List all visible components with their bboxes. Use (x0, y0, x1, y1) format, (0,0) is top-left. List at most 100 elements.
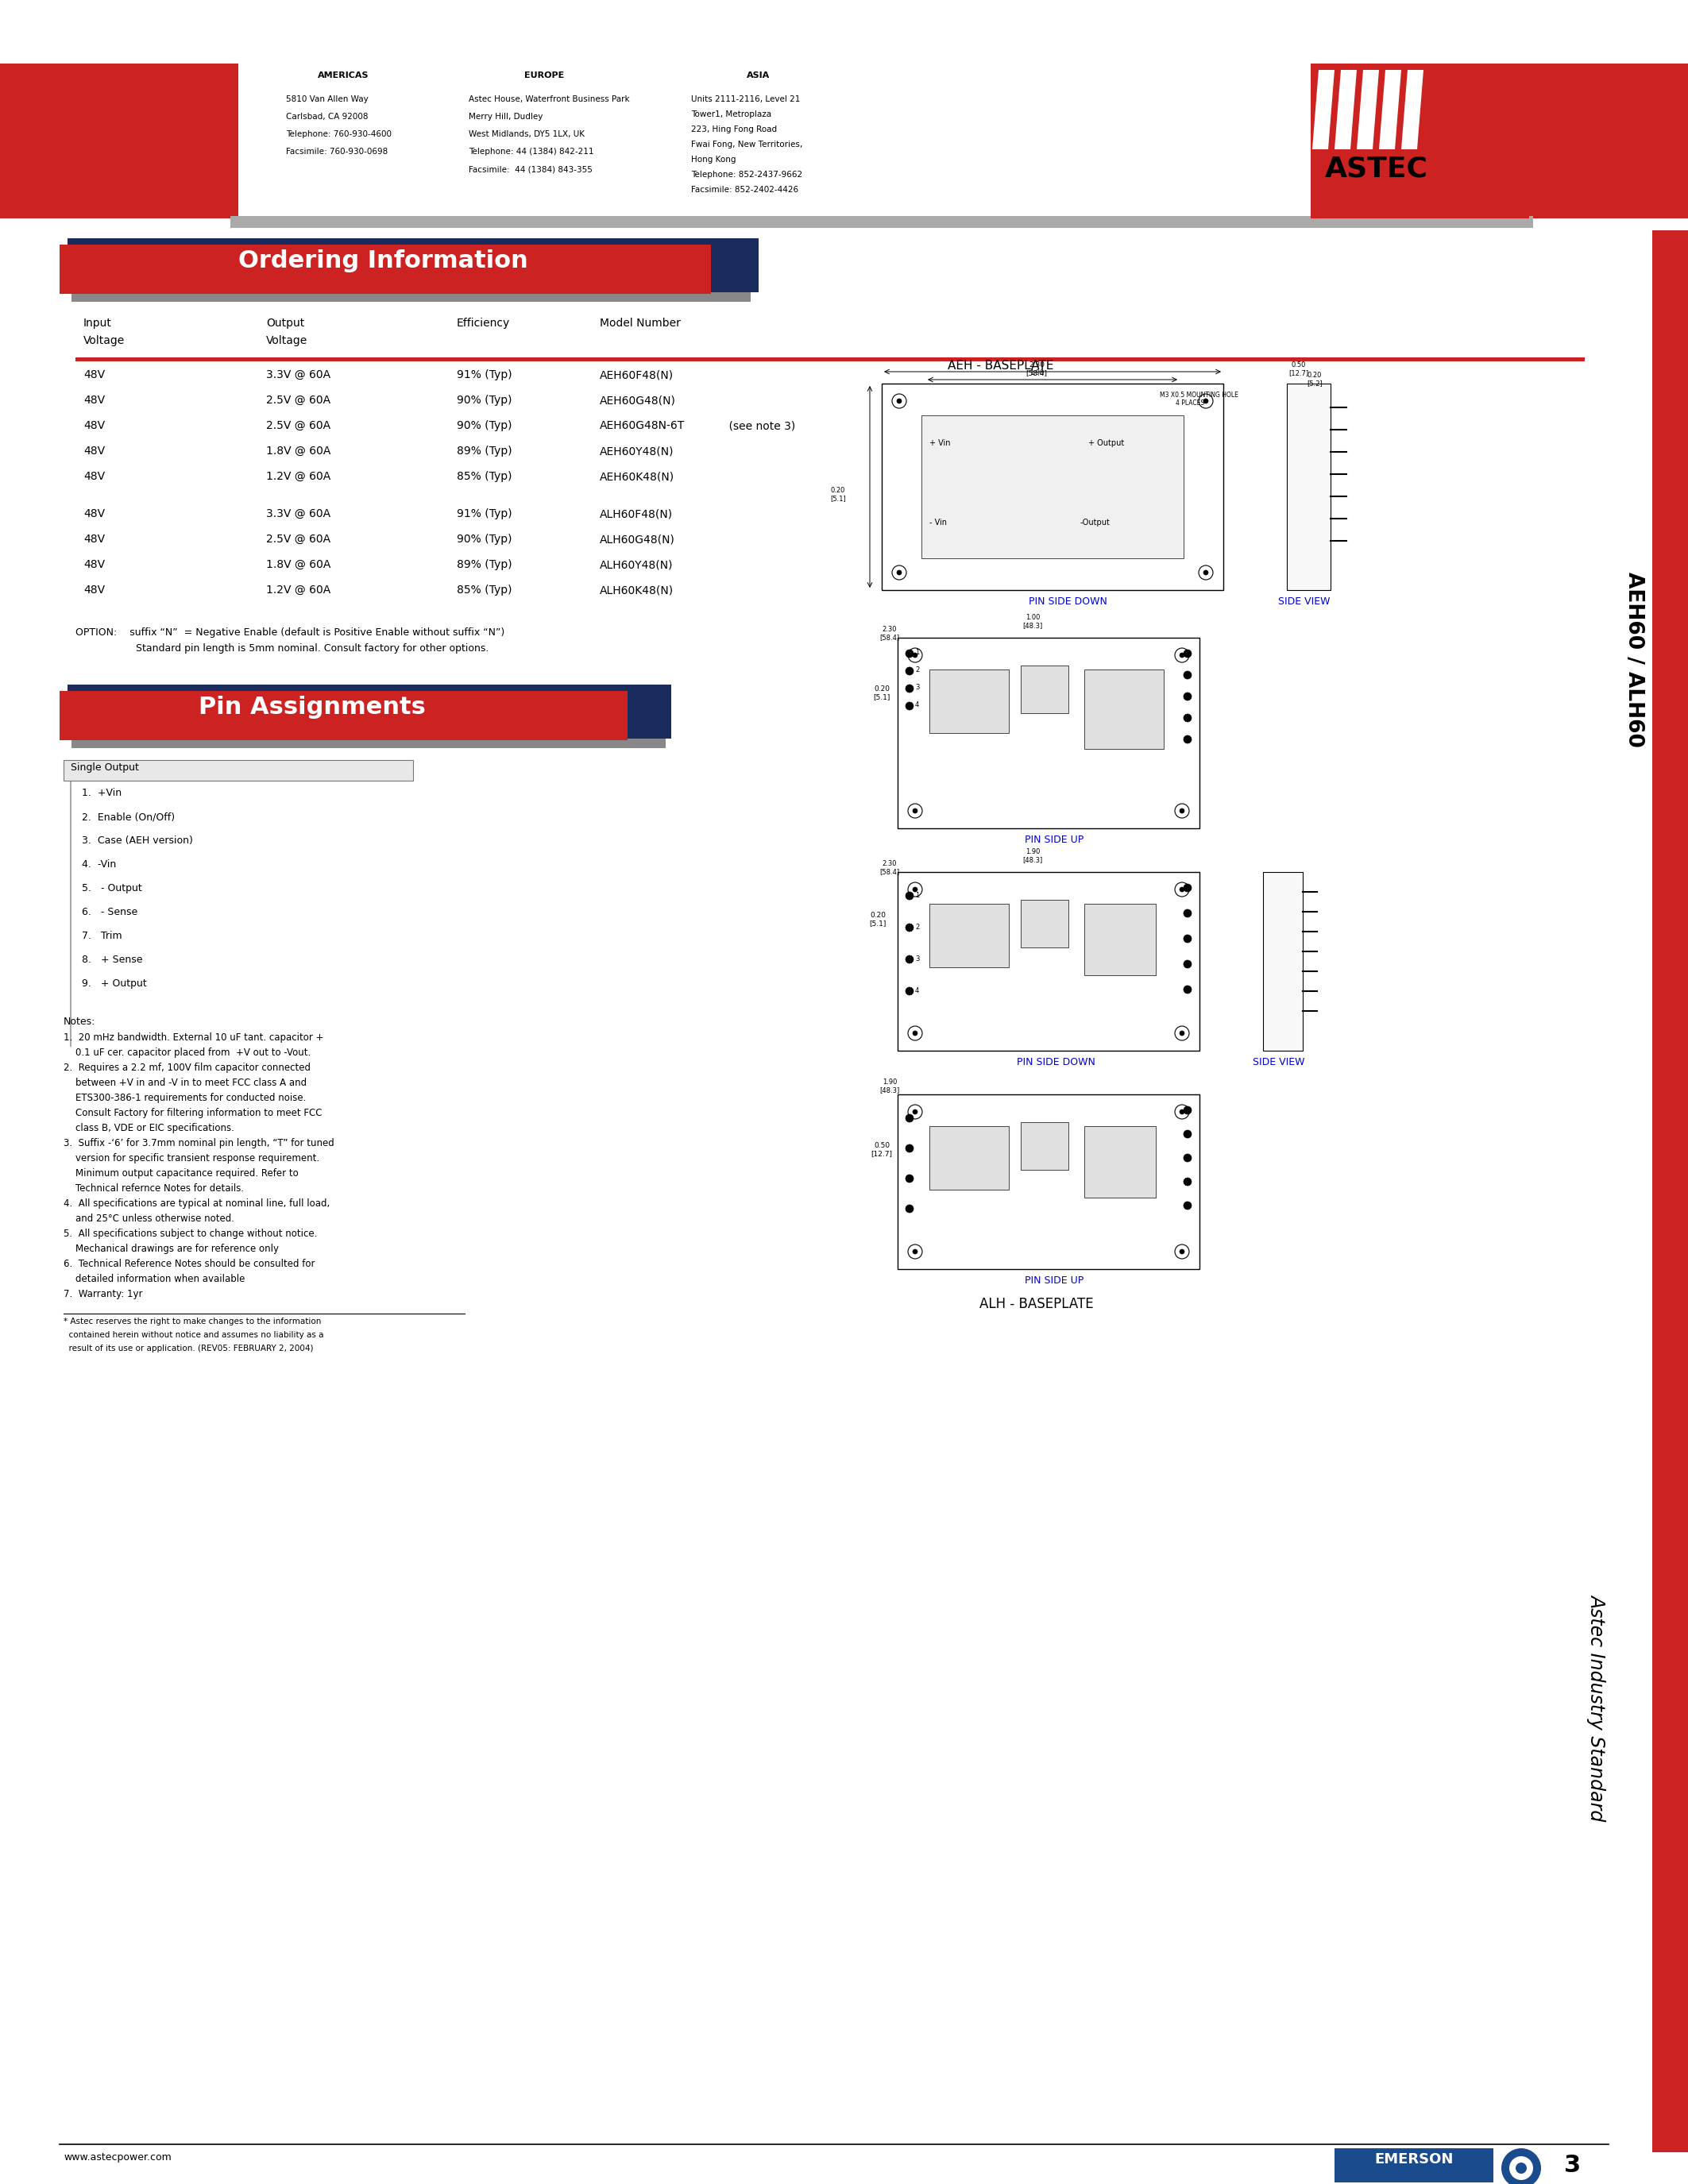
Text: Model Number: Model Number (599, 317, 680, 330)
Circle shape (913, 1031, 918, 1035)
Circle shape (913, 1109, 918, 1114)
Text: 1.90
[48.3]: 1.90 [48.3] (1023, 847, 1043, 863)
Text: 1.  +Vin: 1. +Vin (81, 788, 122, 797)
Text: 3.  Suffix -‘6’ for 3.7mm nominal pin length, “T” for tuned: 3. Suffix -‘6’ for 3.7mm nominal pin len… (64, 1138, 334, 1149)
Circle shape (905, 684, 913, 692)
Bar (71, 284, 751, 301)
Circle shape (1183, 885, 1192, 891)
Text: Astec Industry Standard: Astec Industry Standard (1587, 1594, 1607, 1821)
Text: Network Power: Network Power (1377, 2169, 1452, 2180)
Text: 2.5V @ 60A: 2.5V @ 60A (267, 533, 331, 544)
Text: AEH60G48N-6T: AEH60G48N-6T (599, 419, 685, 430)
Text: 6.   - Sense: 6. - Sense (81, 906, 138, 917)
Text: Consult Factory for filtering information to meet FCC: Consult Factory for filtering informatio… (64, 1107, 322, 1118)
Text: 48V: 48V (83, 369, 105, 380)
Text: 48V: 48V (83, 419, 105, 430)
Text: 9.   + Output: 9. + Output (81, 978, 147, 989)
Text: Tower1, Metroplaza: Tower1, Metroplaza (690, 111, 771, 118)
Text: EMERSON: EMERSON (1374, 2151, 1453, 2167)
Circle shape (908, 1245, 922, 1258)
Text: Input: Input (83, 317, 111, 330)
Text: 1.  20 mHz bandwidth. External 10 uF tant. capacitor +: 1. 20 mHz bandwidth. External 10 uF tant… (64, 1033, 324, 1042)
Text: Pin Assignments: Pin Assignments (199, 697, 425, 719)
Text: AEH60F48(N): AEH60F48(N) (599, 369, 674, 380)
Text: Telephone: 760-930-4600: Telephone: 760-930-4600 (285, 131, 392, 138)
Text: [58.4]: [58.4] (1026, 369, 1047, 376)
Circle shape (905, 701, 913, 710)
Text: Output: Output (267, 317, 304, 330)
Text: Merry Hill, Dudley: Merry Hill, Dudley (469, 114, 544, 120)
Text: 223, Hing Fong Road: 223, Hing Fong Road (690, 124, 776, 133)
Text: AMERICAS: AMERICAS (317, 72, 370, 79)
Circle shape (1183, 935, 1192, 943)
Text: 2.  Requires a 2.2 mf, 100V film capacitor connected: 2. Requires a 2.2 mf, 100V film capacito… (64, 1064, 311, 1072)
Text: Voltage: Voltage (83, 334, 125, 347)
Text: + Output: + Output (1089, 439, 1124, 448)
Bar (1529, 63, 1688, 218)
Circle shape (913, 887, 918, 891)
Text: 48V: 48V (83, 446, 105, 456)
Bar (71, 732, 665, 749)
Bar (76, 358, 1585, 360)
Text: SIDE VIEW: SIDE VIEW (1278, 596, 1330, 607)
Text: Minimum output capacitance required. Refer to: Minimum output capacitance required. Ref… (64, 1168, 299, 1179)
Bar (68, 684, 672, 738)
Circle shape (1183, 670, 1192, 679)
Text: PIN SIDE UP: PIN SIDE UP (1025, 1275, 1084, 1286)
Text: 5810 Van Allen Way: 5810 Van Allen Way (285, 96, 368, 103)
Text: (see note 3): (see note 3) (716, 419, 795, 430)
Text: 0.20
[5.1]: 0.20 [5.1] (830, 487, 846, 502)
Bar (59, 245, 711, 295)
Text: 3.3V @ 60A: 3.3V @ 60A (267, 509, 331, 520)
Text: 2.5V @ 60A: 2.5V @ 60A (267, 395, 331, 406)
Circle shape (891, 566, 906, 579)
Circle shape (1180, 1109, 1185, 1114)
Circle shape (913, 653, 918, 657)
Bar (59, 690, 628, 740)
Text: Hong Kong: Hong Kong (690, 155, 736, 164)
Text: 90% (Typ): 90% (Typ) (457, 419, 511, 430)
Text: 1.00
[48.3]: 1.00 [48.3] (1023, 614, 1043, 629)
Circle shape (913, 1249, 918, 1254)
Circle shape (1183, 736, 1192, 743)
Circle shape (1516, 2162, 1526, 2173)
Circle shape (1175, 1105, 1188, 1118)
Text: 85% (Typ): 85% (Typ) (457, 585, 511, 596)
Text: PIN SIDE DOWN: PIN SIDE DOWN (1028, 596, 1107, 607)
Text: 48V: 48V (83, 509, 105, 520)
Circle shape (1183, 692, 1192, 701)
Text: detailed information when available: detailed information when available (64, 1273, 245, 1284)
Text: OPTION:    suffix “N”  = Negative Enable (default is Positive Enable without suf: OPTION: suffix “N” = Negative Enable (de… (76, 627, 505, 638)
Bar (1286, 384, 1330, 590)
Text: AEH60 / ALH60: AEH60 / ALH60 (1624, 572, 1644, 747)
Text: 2.30: 2.30 (1028, 360, 1045, 369)
Polygon shape (1357, 70, 1379, 149)
Text: 85% (Typ): 85% (Typ) (457, 472, 511, 483)
Text: 48V: 48V (83, 395, 105, 406)
Text: Mechanical drawings are for reference only: Mechanical drawings are for reference on… (64, 1243, 279, 1254)
Text: 4.  -Vin: 4. -Vin (81, 858, 116, 869)
Text: ALH60K48(N): ALH60K48(N) (599, 585, 674, 596)
Bar (1021, 666, 1069, 714)
Text: ALH60Y48(N): ALH60Y48(N) (599, 559, 674, 570)
Text: - Vin: - Vin (930, 518, 947, 526)
Circle shape (1180, 1031, 1185, 1035)
Text: Single Output: Single Output (71, 762, 138, 773)
Text: 1.90: 1.90 (1030, 369, 1043, 376)
Text: 4: 4 (915, 701, 920, 708)
Text: ALH60G48(N): ALH60G48(N) (599, 533, 675, 544)
Bar (1021, 1123, 1069, 1171)
Text: Fwai Fong, New Territories,: Fwai Fong, New Territories, (690, 140, 802, 149)
Text: 1.8V @ 60A: 1.8V @ 60A (267, 446, 331, 456)
Circle shape (1183, 1129, 1192, 1138)
Text: between +V in and -V in to meet FCC class A and: between +V in and -V in to meet FCC clas… (64, 1077, 307, 1088)
Text: 1.2V @ 60A: 1.2V @ 60A (267, 472, 331, 483)
Bar (0, 0, 1688, 63)
Polygon shape (1335, 70, 1357, 149)
Text: Facsimile:  44 (1384) 843-355: Facsimile: 44 (1384) 843-355 (469, 166, 592, 173)
Text: EUROPE: EUROPE (525, 72, 564, 79)
Bar (1084, 1127, 1156, 1197)
Text: Carlsbad, CA 92008: Carlsbad, CA 92008 (285, 114, 368, 120)
Circle shape (1183, 961, 1192, 968)
Text: West Midlands, DY5 1LX, UK: West Midlands, DY5 1LX, UK (469, 131, 584, 138)
